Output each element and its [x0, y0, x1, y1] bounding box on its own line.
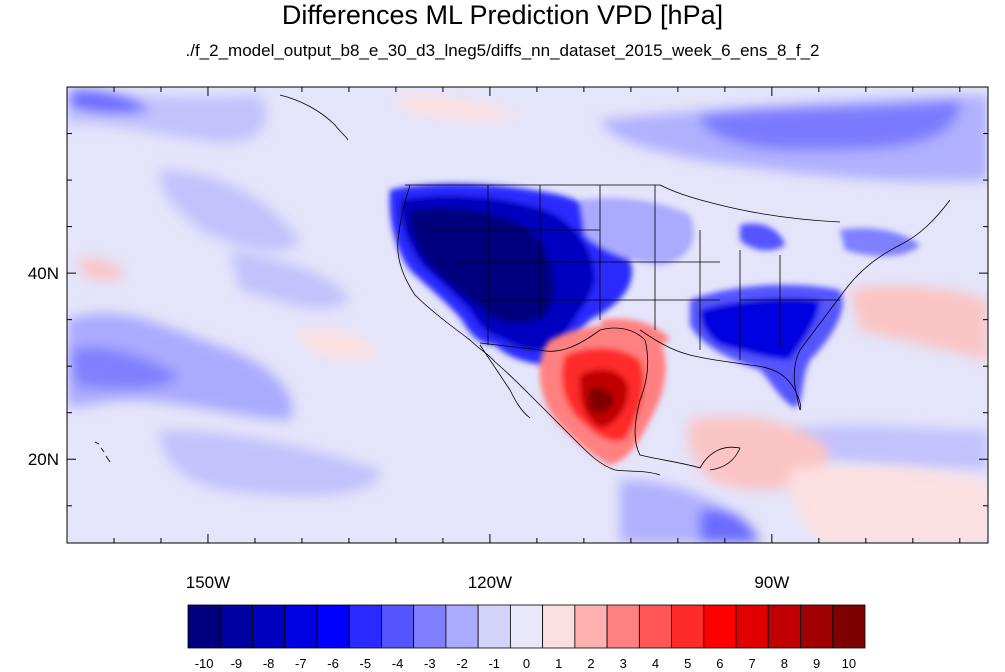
- colorbar-swatch: [638, 604, 672, 649]
- colorbar: -10 -9 -8 -7 -6 -5 -4 -3 -2 -1 0 1 2 3 4 5 6 7 8 9 10: [187, 604, 866, 671]
- colorbar-label: 6: [716, 656, 723, 671]
- colorbar-label: 9: [813, 656, 820, 671]
- axis-labels: 150W 120W 90W 40N 20N: [28, 264, 790, 592]
- colorbar-swatch: [606, 604, 640, 649]
- mexico-red-peak: [588, 388, 614, 413]
- colorbar-swatch: [574, 604, 608, 649]
- colorbar-label: 7: [749, 656, 756, 671]
- colorbar-swatch: [219, 604, 253, 649]
- great-lakes-blue: [740, 223, 785, 251]
- colorbar-swatch: [767, 604, 801, 649]
- us-canada-border: [405, 184, 841, 223]
- panama-blue: [700, 509, 760, 543]
- colorbar-label: 0: [523, 656, 530, 671]
- yucatan-line: [699, 446, 741, 471]
- colorbar-label: -1: [488, 656, 500, 671]
- colorbar-label: -2: [456, 656, 468, 671]
- colorbar-swatch: [800, 604, 834, 649]
- colorbar-label: -8: [263, 656, 275, 671]
- lat-tick-label: 20N: [28, 450, 59, 469]
- vpd-difference-field: [67, 89, 988, 543]
- colorbar-label: -9: [231, 656, 243, 671]
- gulf-coast-line: [639, 329, 802, 411]
- colorbar-label: -5: [360, 656, 372, 671]
- colorbar-label: 1: [555, 656, 562, 671]
- colorbar-swatch: [445, 604, 479, 649]
- colorbar-label: -4: [392, 656, 404, 671]
- hawaii-islands: [94, 441, 111, 463]
- northeast-blue: [840, 228, 920, 257]
- west-coast-line: [397, 184, 661, 476]
- pacific-pink: [80, 258, 125, 281]
- colorbar-swatch: [509, 604, 544, 649]
- west-us-blue-core: [409, 208, 554, 324]
- pacific-pink2: [300, 328, 380, 360]
- pacific-blue-band-core: [70, 347, 180, 390]
- colorbar-swatch: [284, 604, 318, 649]
- colorbar-swatch: [187, 604, 221, 649]
- us-mexico-border: [479, 327, 646, 352]
- canada-blue: [700, 100, 960, 150]
- colorbar-label: 10: [842, 656, 856, 671]
- colorbar-label: 2: [587, 656, 594, 671]
- colorbar-swatch: [381, 604, 415, 649]
- colorbar-label: 3: [620, 656, 627, 671]
- colorbar-swatch: [348, 604, 382, 649]
- colorbar-label: 4: [652, 656, 659, 671]
- gulf-alaska-blue: [70, 89, 150, 114]
- coastlines: [94, 94, 951, 476]
- great-plains-light: [580, 198, 694, 265]
- colorbar-swatch: [542, 604, 576, 649]
- colorbar-swatch: [477, 604, 511, 649]
- colorbar-swatch: [671, 604, 705, 649]
- alaska-panhandle: [279, 94, 349, 141]
- east-coast-line: [793, 199, 951, 411]
- colorbar-swatch: [316, 604, 350, 649]
- colorbar-label: -7: [295, 656, 307, 671]
- chart-subtitle: ./f_2_model_output_b8_e_30_d3_lneg5/diff…: [185, 41, 820, 60]
- north-pink: [400, 95, 520, 121]
- lon-tick-label: 120W: [468, 573, 512, 592]
- east-pacific-blue: [160, 430, 380, 496]
- axis-ticks: [67, 86, 988, 543]
- mexico-gulf-coast: [634, 339, 701, 469]
- lon-tick-label: 150W: [186, 573, 230, 592]
- colorbar-label: 8: [781, 656, 788, 671]
- caribbean-blue: [790, 425, 988, 470]
- chart-title: Differences ML Prediction VPD [hPa]: [281, 0, 724, 30]
- colorbar-swatch: [252, 604, 286, 649]
- colorbar-label: -6: [327, 656, 339, 671]
- map-frame: [66, 86, 989, 544]
- colorbar-swatch: [832, 604, 866, 649]
- pacific-blue-band: [67, 313, 293, 420]
- colorbar-swatch: [735, 604, 769, 649]
- mid-pacific-blue: [160, 170, 300, 251]
- southeast-us-blue-core: [700, 298, 820, 360]
- lon-tick-label: 90W: [754, 573, 789, 592]
- colorbar-label: -10: [195, 656, 214, 671]
- colorbar-swatch: [703, 604, 737, 649]
- colorbar-label: -3: [424, 656, 436, 671]
- lat-tick-label: 40N: [28, 264, 59, 283]
- atlantic-red-south: [790, 465, 988, 543]
- colorbar-swatch: [413, 604, 447, 649]
- mid-pacific-blue2: [230, 250, 350, 309]
- colorbar-label: 5: [684, 656, 691, 671]
- atlantic-red: [850, 285, 988, 360]
- baja-line: [479, 344, 531, 419]
